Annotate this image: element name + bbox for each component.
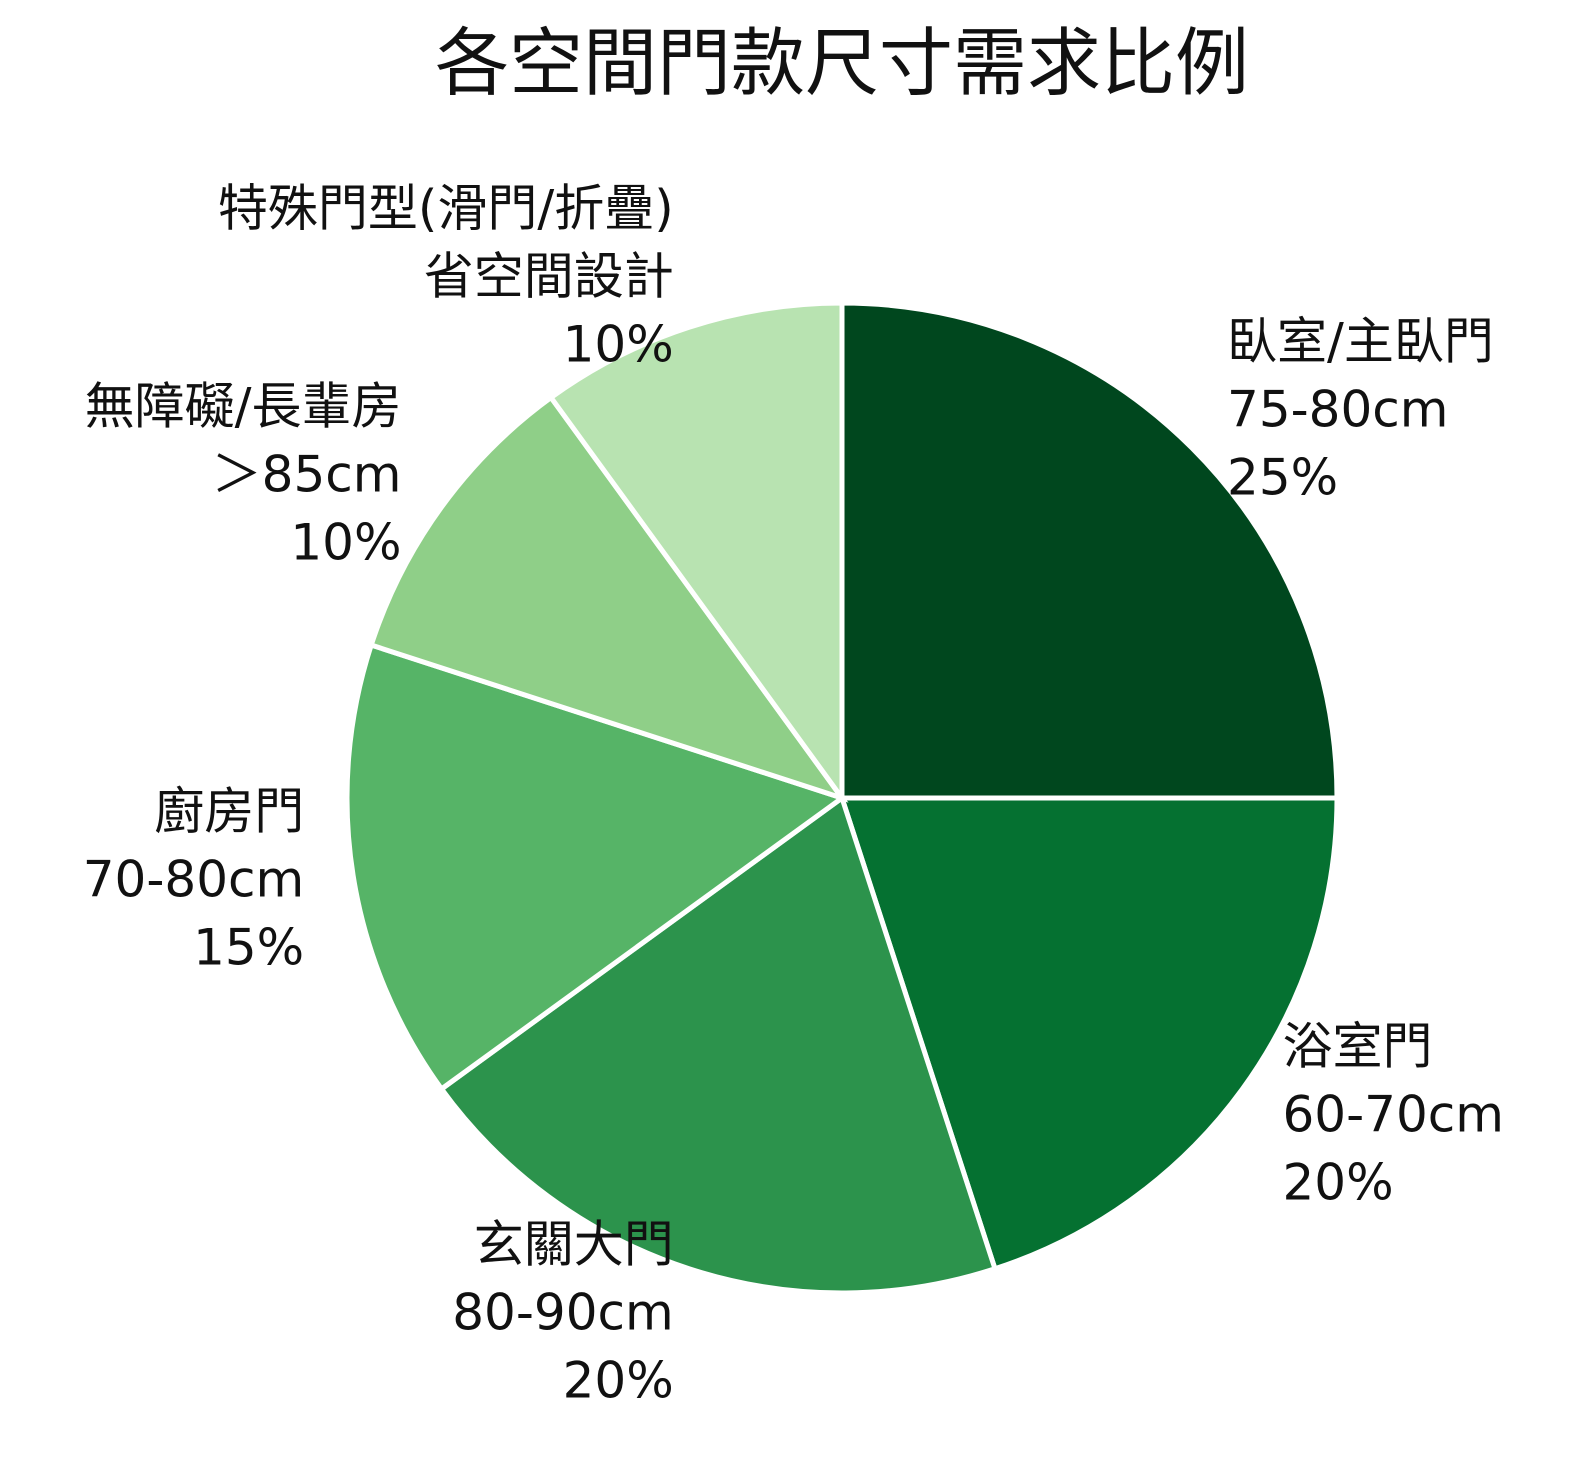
pie-slice [547, 300, 845, 806]
slice-label: 無障礙/長輩房 [85, 377, 402, 435]
slice-label: 臥室/主臥門 [1227, 312, 1494, 370]
slice-value-label: 10% [563, 316, 674, 374]
slice-value-label: 15% [193, 919, 304, 977]
pie-slice [839, 300, 1340, 801]
slice-sublabel: 70-80cm [83, 851, 304, 909]
slice-sublabel: 省空間設計 [424, 248, 674, 306]
slice-value-label: 20% [563, 1351, 674, 1409]
slice-label: 廚房門 [154, 783, 304, 841]
slice-value-label: 25% [1227, 448, 1338, 506]
slice-label: 特殊門型(滑門/折疊) [218, 180, 674, 238]
slice-sublabel: 80-90cm [452, 1283, 673, 1341]
slice-sublabel: 75-80cm [1227, 380, 1448, 438]
pie-slice [344, 641, 848, 1093]
slice-sublabel: ＞85cm [212, 445, 402, 503]
slice-value-label: 20% [1283, 1154, 1394, 1212]
pie-slice [368, 394, 849, 803]
slice-value-label: 10% [290, 513, 401, 571]
slice-label: 玄關大門 [474, 1215, 674, 1273]
chart-title: 各空間門款尺寸需求比例 [435, 21, 1249, 107]
slice-sublabel: 60-70cm [1283, 1086, 1504, 1144]
slice-label: 浴室門 [1283, 1018, 1433, 1076]
pie-slice [438, 793, 999, 1296]
pie-slice [838, 795, 1340, 1272]
